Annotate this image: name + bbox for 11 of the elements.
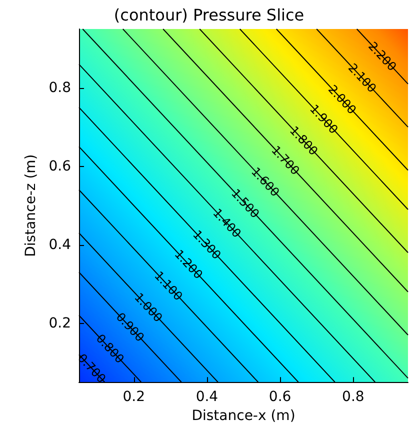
x-tick-label: 0.2	[122, 389, 145, 406]
y-tick-label: 0.6	[48, 158, 72, 174]
chart-title: (contour) Pressure Slice	[114, 6, 304, 24]
y-tick-label: 0.4	[48, 236, 72, 253]
x-tick-label: 0.4	[196, 389, 218, 406]
y-axis-title: Distance-z (m)	[22, 154, 39, 257]
x-tick-label: 0.6	[268, 389, 292, 406]
x-tick-label: 0.8	[342, 389, 364, 406]
x-axis-title: Distance-x (m)	[192, 408, 296, 424]
y-tick-label: 0.8	[48, 80, 71, 96]
y-tick-label: 0.2	[48, 315, 71, 332]
